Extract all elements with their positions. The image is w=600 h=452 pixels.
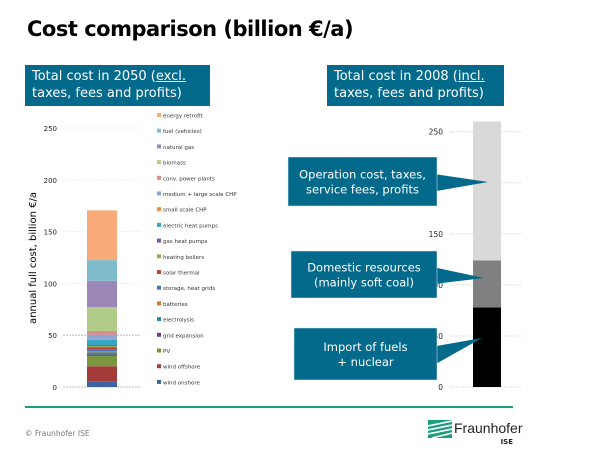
header-underlined: excl. (155, 69, 187, 84)
legend-swatch (157, 317, 161, 322)
legend-label: batteries (163, 302, 188, 308)
legend-swatch (157, 301, 161, 306)
legend-label: conv. power plants (163, 176, 215, 182)
header-underlined: incl. (457, 69, 485, 84)
legend-label: energy retrofit (163, 114, 204, 120)
callout-label: service fees, profits (306, 183, 419, 197)
legend-swatch (157, 254, 161, 259)
y-tick-label: 0 (438, 383, 443, 392)
callout-label: + nuclear (337, 355, 394, 369)
legend-swatch (157, 191, 161, 196)
copyright: © Fraunhofer ISE (25, 429, 90, 438)
bar-segment-storage-heat-grids (87, 349, 117, 352)
legend-swatch (157, 207, 161, 212)
bar-segment-medium-large-scale-chp (87, 334, 117, 339)
y-tick-label: 150 (429, 230, 444, 239)
callout-box (290, 250, 438, 299)
legend-label: fuel (vehicles) (163, 129, 202, 135)
bar-segment-import (473, 307, 501, 387)
y-tick-label: 200 (44, 177, 57, 185)
bar-segment-grid-expansion (87, 354, 117, 356)
bar-segment-gas-heat-pumps (87, 345, 117, 347)
y-axis-title: annual full cost, billion €/a (28, 192, 39, 324)
bar-segment-wind-offshore (87, 366, 117, 382)
y-tick-label: 0 (53, 384, 57, 392)
callout-pointer (435, 267, 484, 284)
logo-text: Fraunhofer (454, 420, 523, 436)
logo-mark-icon (428, 420, 452, 438)
legend-label: wind offshore (163, 365, 201, 371)
legend-swatch (157, 128, 161, 133)
callout-box (293, 327, 438, 381)
legend-swatch (157, 113, 161, 117)
y-tick-label: 250 (429, 128, 444, 137)
y-tick-label: 250 (44, 125, 57, 133)
right-chart-header: Total cost in 2008 (incl. taxes, fees an… (327, 65, 504, 106)
legend-label: grid expansion (163, 333, 204, 339)
legend-swatch (157, 144, 161, 149)
bar-segment-fuel-vehicles- (87, 260, 117, 281)
legend-swatch (157, 270, 161, 274)
legend-label: natural gas (163, 145, 194, 151)
bar-segment-small-scale-chp (87, 338, 117, 340)
legend-label: storage, heat grids (163, 286, 215, 292)
bar-segment-electrolysis (87, 352, 117, 355)
callout-label: (mainly soft coal) (314, 276, 414, 290)
legend-swatch (157, 364, 161, 369)
y-tick-label: 100 (44, 280, 57, 288)
legend-swatch (157, 222, 161, 227)
y-tick-label: 50 (433, 332, 443, 341)
bar-segment-wind-onshore (87, 381, 117, 387)
legend-swatch (157, 332, 161, 337)
left-chart-header: Total cost in 2050 (excl. taxes, fees an… (25, 65, 210, 106)
footer-divider (25, 406, 513, 408)
page-title: Cost comparison (billion €/a) (27, 17, 354, 41)
y-tick-label: 150 (44, 229, 57, 237)
legend-label: gas heat pumps (163, 239, 207, 245)
bar-segment-batteries (87, 351, 117, 353)
callout-pointer (435, 338, 482, 365)
bar-segment-biomass (87, 307, 117, 332)
legend-label: small scale CHP (163, 208, 207, 214)
legend-swatch (157, 285, 161, 290)
bar-segment-conv-power-plants (87, 331, 117, 335)
bar-segment-solar-thermal (87, 347, 117, 350)
bar-segment-domestic (473, 260, 501, 308)
bar-segment-energy-retrofit (87, 210, 117, 261)
legend-label: electric heat pumps (163, 223, 218, 229)
legend-swatch (157, 175, 161, 180)
legend-label: biomass (163, 161, 186, 167)
header-text: taxes, fees and profits) (334, 86, 484, 101)
legend-label: wind onshore (163, 380, 200, 386)
callout-pointer (435, 174, 488, 192)
callout-label: Operation cost, taxes, (299, 168, 426, 182)
bar-segment-electric-heat-pumps (87, 339, 117, 346)
bar-segment-pv (87, 355, 117, 367)
legend-label: solar thermal (163, 271, 200, 277)
logo-subtext: ISE (500, 438, 513, 446)
header-text: Total cost in 2050 ( (32, 69, 156, 84)
header-text: Total cost in 2008 ( (334, 69, 458, 84)
callout-label: Import of fuels (323, 340, 407, 354)
callout-box (287, 156, 438, 207)
header-text: taxes, fees and profits) (32, 86, 182, 101)
bar-segment-heating-boilers (87, 346, 117, 348)
legend-label: heating boilers (163, 255, 204, 261)
legend-swatch (157, 238, 161, 243)
bar-segment-operation (473, 121, 501, 261)
bar-segment-natural-gas (87, 280, 117, 308)
legend-swatch (157, 160, 161, 165)
legend-swatch (157, 379, 161, 384)
fraunhofer-logo: Fraunhofer ISE (428, 419, 522, 449)
y-tick-label: 50 (48, 332, 57, 340)
legend-label: PV (163, 349, 170, 355)
legend-swatch (157, 348, 161, 353)
legend-label: medium + large scale CHP (163, 192, 237, 198)
callout-label: Domestic resources (307, 261, 421, 275)
legend-label: electrolysis (163, 318, 194, 324)
